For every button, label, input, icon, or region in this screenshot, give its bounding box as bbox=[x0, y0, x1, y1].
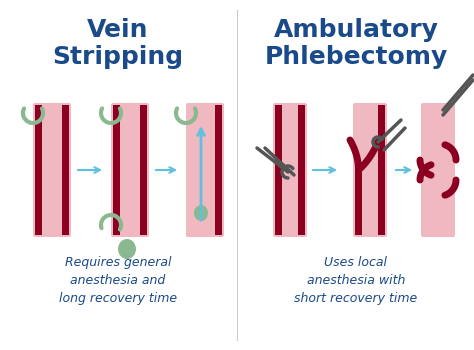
Ellipse shape bbox=[118, 239, 136, 259]
FancyBboxPatch shape bbox=[273, 103, 307, 237]
FancyBboxPatch shape bbox=[421, 103, 455, 237]
Ellipse shape bbox=[194, 205, 208, 221]
FancyBboxPatch shape bbox=[111, 103, 149, 237]
Bar bbox=[35, 105, 42, 235]
Text: Requires general
anesthesia and
long recovery time: Requires general anesthesia and long rec… bbox=[59, 256, 177, 305]
FancyBboxPatch shape bbox=[353, 103, 387, 237]
FancyBboxPatch shape bbox=[33, 103, 71, 237]
Bar bbox=[215, 105, 222, 235]
Bar bbox=[140, 105, 147, 235]
FancyBboxPatch shape bbox=[186, 103, 224, 237]
Bar bbox=[298, 105, 305, 235]
Bar bbox=[62, 105, 69, 235]
Bar bbox=[355, 170, 362, 235]
Bar bbox=[113, 105, 120, 235]
Bar bbox=[378, 105, 385, 235]
Bar bbox=[275, 105, 282, 235]
Text: Uses local
anesthesia with
short recovery time: Uses local anesthesia with short recover… bbox=[294, 256, 418, 305]
Text: Vein
Stripping: Vein Stripping bbox=[53, 18, 183, 69]
Text: Ambulatory
Phlebectomy: Ambulatory Phlebectomy bbox=[264, 18, 447, 69]
